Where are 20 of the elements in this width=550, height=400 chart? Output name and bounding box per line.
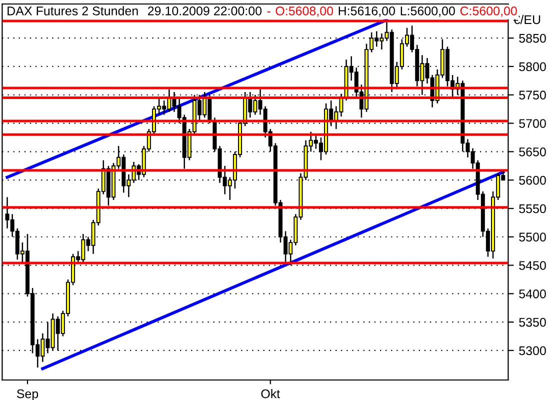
- annotation: H:5616,00: [338, 6, 395, 17]
- y-tick-label: 5750: [519, 90, 546, 100]
- x-tick-label: Okt: [261, 389, 280, 398]
- y-tick-label: 5300: [519, 346, 546, 356]
- y-tick-label: 5600: [519, 176, 546, 185]
- y-tick-label: 5850: [519, 34, 546, 43]
- annotation: O:5608,00: [276, 6, 334, 17]
- annotation: 29.10.2009 22:00:00: [148, 6, 262, 16]
- chart-title: DAX Futures 2 Stunden: [8, 6, 138, 16]
- y-tick-label: 5700: [519, 119, 546, 128]
- annotation: L:5600,00: [400, 6, 455, 17]
- y-tick-label: 5650: [519, 147, 546, 156]
- y-tick-label: 5350: [519, 318, 546, 327]
- y-tick-label: 5550: [519, 204, 546, 214]
- y-tick-label: 5500: [519, 232, 546, 242]
- annotation: C:5600,00: [460, 6, 517, 17]
- y-tick-label: 5450: [519, 261, 546, 270]
- y-tick-label: 5400: [519, 289, 546, 298]
- annotation: -: [267, 11, 270, 12]
- y-tick-label: 5800: [519, 62, 546, 72]
